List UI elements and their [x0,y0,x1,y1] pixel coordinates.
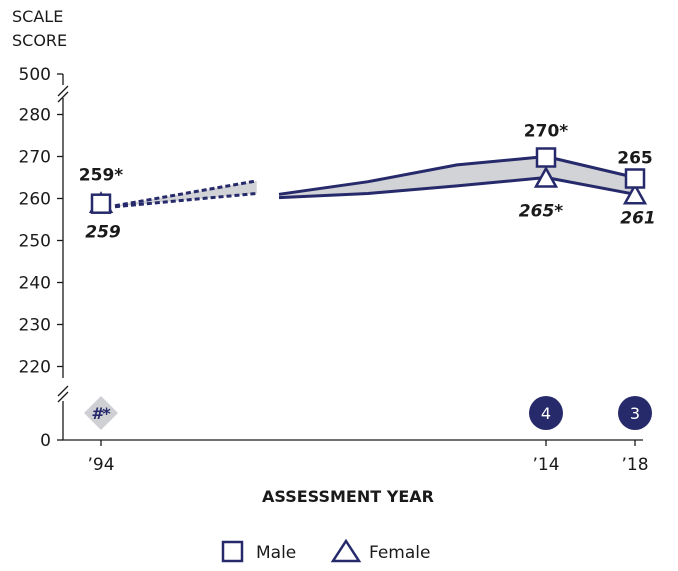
x-axis-title: ASSESSMENT YEAR [262,487,434,506]
male-data-label: 270* [524,122,568,142]
male-data-label: 265 [617,149,653,169]
gap-circle [618,396,652,430]
male-marker [90,193,112,214]
male-line [278,155,636,196]
axis-break-mark [57,85,69,103]
legend-triangle-icon [330,538,362,563]
y-tick-label: 0 [40,431,51,451]
y-axis-title-line: SCALE [12,7,63,26]
axes: 500 280 270 260 250 240 230 220 0 [19,65,643,451]
legend-label-male: Male [256,543,296,563]
gap-label: 3 [630,404,640,423]
gap-label: 4 [541,404,551,423]
y-tick-label: 230 [19,316,51,336]
female-data-label: 265* [519,202,563,222]
x-tick-label: ’18 [621,455,648,475]
x-tick-label: ’14 [532,455,559,475]
female-line [278,176,636,200]
female-data-label: 261 [620,208,656,228]
male-marker [535,147,557,168]
female-data-label: 259 [85,223,121,243]
gap-fill [279,156,635,198]
y-tick-label: 260 [19,190,51,210]
gap-label: #* [91,404,111,423]
y-tick-label: 240 [19,274,51,294]
female-marker [533,165,559,188]
y-tick-label: 500 [19,65,51,85]
y-axis-title: SCALE SCORE [12,7,67,50]
y-axis-title-line: SCORE [12,31,67,50]
score-gap-markers: #* 4 3 [84,396,652,430]
axis-break-mark [57,385,69,403]
x-axis: ’94 ’14 ’18 [87,440,649,475]
female-marker [622,182,648,205]
plot-area: 259* 270* 265 259 265* 261 [79,122,656,243]
x-tick-label: ’94 [87,455,114,475]
y-tick-label: 220 [19,358,51,378]
male-marker [624,168,646,189]
gap-circle [529,396,563,430]
legend-square-icon [221,540,244,563]
gap-diamond [84,396,118,430]
y-tick-label: 270 [19,148,51,168]
male-data-label: 259* [79,166,123,186]
legend-label-female: Female [369,543,430,563]
y-tick-label: 250 [19,232,51,252]
y-tick-label: 280 [19,106,51,126]
legend: Male Female [221,538,430,563]
